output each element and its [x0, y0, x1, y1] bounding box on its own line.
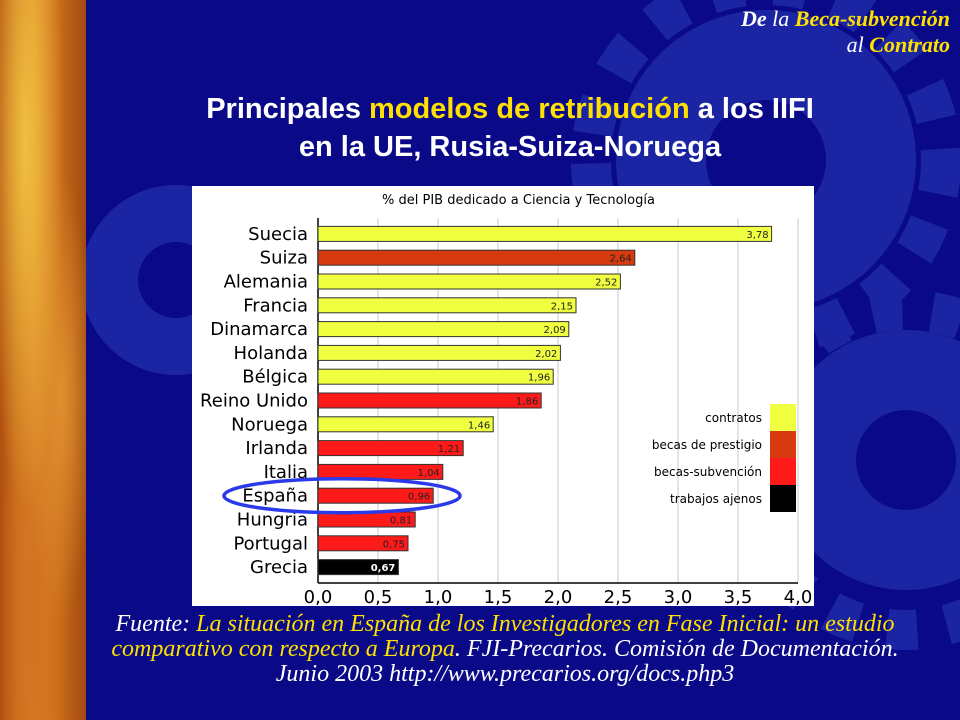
category-label: Irlanda — [245, 438, 308, 459]
source-prefix: Fuente: — [115, 611, 197, 637]
category-label: Dinamarca — [210, 319, 308, 340]
category-label: Bélgica — [242, 367, 308, 388]
title-line-1: Principales modelos de retribución a los… — [100, 90, 920, 128]
source-study-title: La situación en España de los Investigad… — [111, 611, 895, 662]
header-beca-subvencion: Beca-subvención — [794, 6, 950, 31]
x-tick-label: 2,0 — [544, 587, 573, 606]
data-label: 2,09 — [544, 325, 566, 336]
source-rest: . FJI-Precarios. Comisión de Documentaci… — [275, 636, 899, 687]
bar-suiza — [317, 249, 636, 266]
x-tick-label: 0,5 — [364, 587, 393, 606]
header-line-2: al Contrato — [741, 32, 950, 58]
bar-francia — [317, 297, 577, 314]
slide-title: Principales modelos de retribución a los… — [100, 90, 920, 166]
category-label: Noruega — [231, 414, 308, 435]
decorative-side-strip — [0, 0, 86, 720]
slide-header: De la Beca-subvención al Contrato — [741, 6, 950, 58]
category-label: Grecia — [250, 557, 308, 578]
legend-label: becas-subvención — [654, 465, 762, 479]
data-label: 0,75 — [383, 539, 405, 550]
legend-swatch — [770, 485, 796, 512]
legend-swatch — [770, 458, 796, 485]
highlight-ellipse — [222, 476, 462, 515]
category-label: Reino Unido — [200, 391, 308, 412]
category-label: Alemania — [224, 272, 308, 293]
legend-swatch — [770, 404, 796, 431]
legend-swatch — [770, 431, 796, 458]
source-citation: Fuente: La situación en España de los In… — [110, 612, 900, 687]
bar-grecia — [317, 559, 399, 576]
title-highlight: modelos de retribución — [369, 93, 690, 125]
data-label: 2,64 — [610, 254, 632, 265]
chart-panel: % del PIB dedicado a Ciencia y Tecnologí… — [192, 186, 814, 606]
header-contrato: Contrato — [869, 32, 950, 57]
data-label: 2,02 — [535, 349, 557, 360]
data-label: 0,67 — [371, 563, 396, 574]
header-al: al — [846, 32, 870, 57]
x-axis-ticks: 0,0 0,5 1,0 1,5 2,0 2,5 3,0 3,5 4,0 — [304, 587, 813, 606]
x-tick-label: 1,5 — [484, 587, 513, 606]
bar-holanda — [317, 344, 561, 361]
category-label: Italia — [264, 462, 308, 483]
header-la: la — [772, 6, 795, 31]
category-label: Suiza — [260, 248, 308, 269]
data-label: 1,46 — [468, 420, 490, 431]
category-label: Hungria — [237, 510, 308, 531]
category-label: Portugal — [233, 533, 308, 554]
category-label: Suecia — [248, 224, 308, 245]
legend-label: trabajos ajenos — [670, 492, 762, 506]
x-tick-label: 0,0 — [304, 587, 333, 606]
bar-bélgica — [317, 368, 554, 385]
bar-chart: % del PIB dedicado a Ciencia y Tecnologí… — [200, 193, 813, 606]
data-label: 3,78 — [746, 230, 768, 241]
category-label: Francia — [243, 295, 308, 316]
x-tick-label: 2,5 — [604, 587, 633, 606]
header-de: De — [741, 6, 773, 31]
legend: contratos becas de prestigio becas-subvenc… — [222, 404, 796, 515]
data-label: 2,52 — [595, 278, 617, 289]
bar-suecia — [317, 225, 773, 242]
title-part-1: Principales — [206, 93, 370, 125]
category-label: España — [242, 486, 308, 507]
title-part-2: a los IIFI — [689, 93, 814, 125]
category-label: Holanda — [234, 343, 308, 364]
data-label: 1,96 — [528, 373, 550, 384]
legend-label: contratos — [705, 411, 762, 425]
data-label: 1,86 — [516, 397, 538, 408]
data-label: 2,15 — [551, 301, 573, 312]
bars-group: 3,78 2,64 2,52 2,15 2,09 2,02 1,96 1,86 1,46 1,21… — [317, 225, 773, 576]
bar-irlanda — [317, 440, 464, 457]
header-line-1: De la Beca-subvención — [741, 6, 950, 32]
x-tick-label: 4,0 — [784, 587, 813, 606]
data-label: 0,96 — [408, 492, 430, 503]
bar-dinamarca — [317, 321, 570, 338]
chart-title: % del PIB dedicado a Ciencia y Tecnologí… — [382, 193, 655, 208]
x-tick-label: 1,0 — [424, 587, 453, 606]
bar-portugal — [317, 535, 409, 552]
legend-label: becas de prestigio — [652, 438, 762, 452]
x-tick-label: 3,0 — [664, 587, 693, 606]
bar-reino-unido — [317, 392, 542, 409]
data-label: 1,04 — [418, 468, 440, 479]
title-line-2: en la UE, Rusia-Suiza-Noruega — [298, 131, 722, 163]
x-tick-label: 3,5 — [724, 587, 753, 606]
bar-noruega — [317, 416, 494, 433]
bar-españa — [317, 487, 434, 504]
data-label: 1,21 — [438, 444, 460, 455]
data-label: 0,81 — [390, 516, 412, 527]
bar-alemania — [317, 273, 621, 290]
